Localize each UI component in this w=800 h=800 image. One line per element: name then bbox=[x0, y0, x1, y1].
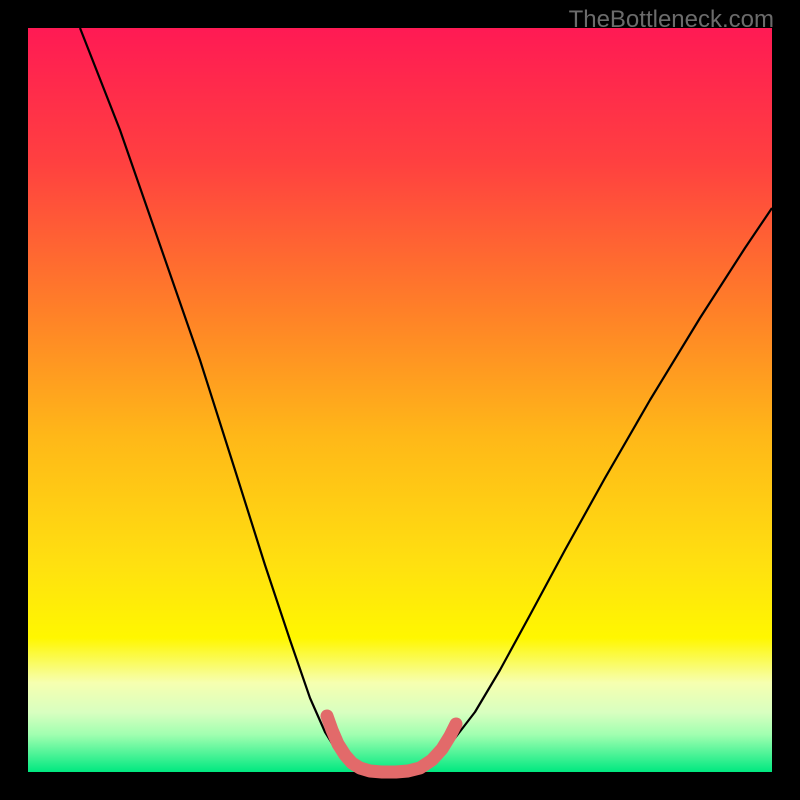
bottleneck-curve-pink-minimum bbox=[327, 716, 456, 772]
bottleneck-curve-black bbox=[80, 28, 772, 772]
watermark-text: TheBottleneck.com bbox=[569, 6, 774, 34]
curve-layer bbox=[0, 0, 800, 800]
